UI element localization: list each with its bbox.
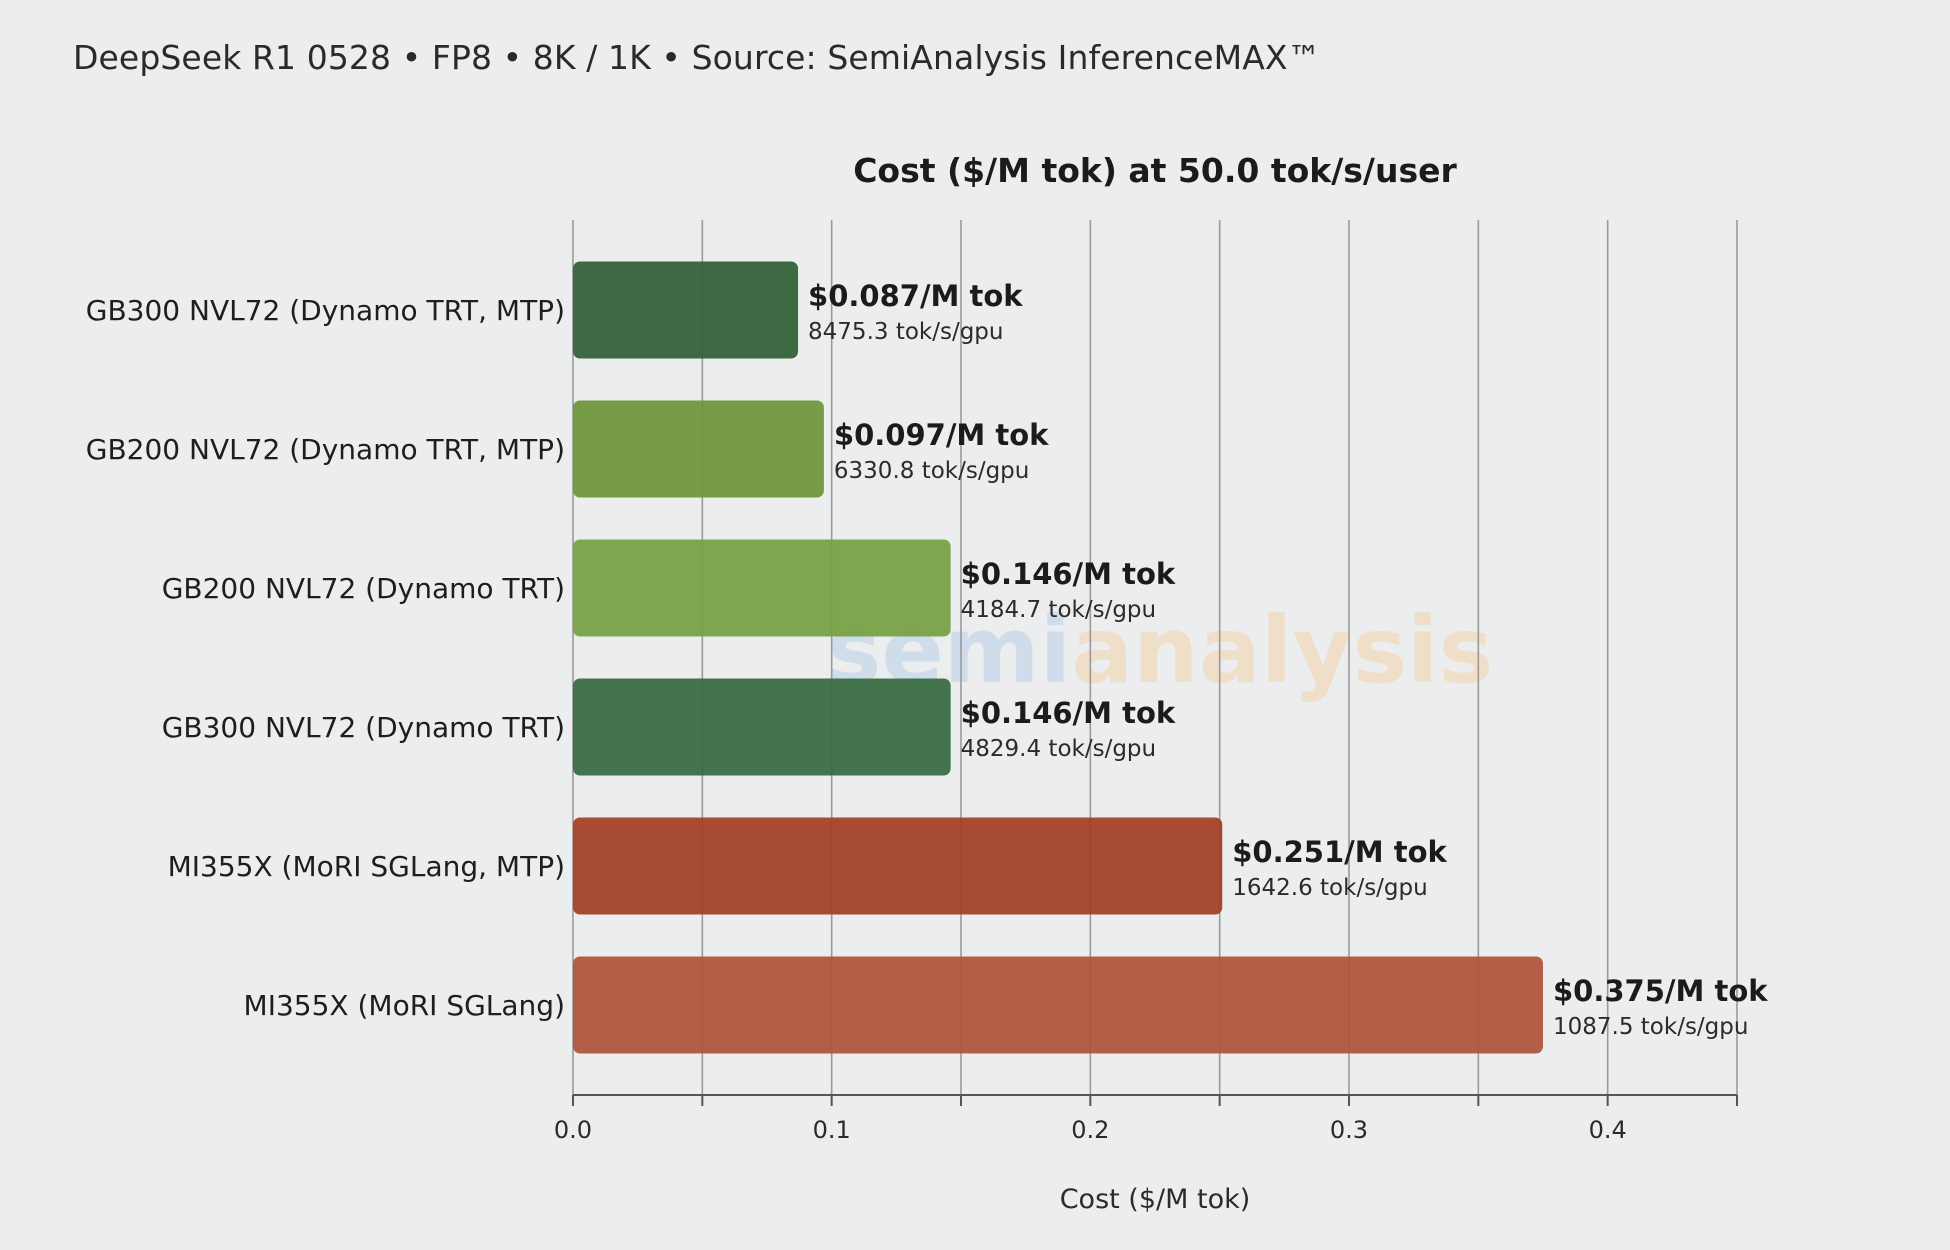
throughput-label: 4184.7 tok/s/gpu: [961, 597, 1156, 623]
bar: [573, 956, 1543, 1054]
category-label: GB300 NVL72 (Dynamo TRT, MTP): [86, 294, 565, 327]
data-label: $0.251/M tok: [1232, 835, 1447, 869]
bars-group: GB300 NVL72 (Dynamo TRT, MTP) $0.087/M to…: [86, 261, 1768, 1054]
x-axis-title: Cost ($/M tok): [1060, 1184, 1251, 1215]
tick-label: 0.4: [1589, 1116, 1627, 1144]
watermark-part2: analysis: [1071, 597, 1493, 704]
chart-title: Cost ($/M tok) at 50.0 tok/s/user: [853, 151, 1457, 190]
gridlines: [572, 220, 1738, 1095]
bar: [573, 261, 799, 359]
category-label: GB200 NVL72 (Dynamo TRT): [162, 572, 565, 605]
page-subtitle: DeepSeek R1 0528 • FP8 • 8K / 1K • Sourc…: [73, 38, 1321, 77]
tick-label: 0.2: [1071, 1116, 1109, 1144]
throughput-label: 8475.3 tok/s/gpu: [808, 319, 1003, 345]
tick-label: 0.1: [813, 1116, 851, 1144]
data-label: $0.375/M tok: [1553, 974, 1768, 1008]
throughput-label: 4829.4 tok/s/gpu: [961, 736, 1156, 762]
tick-label: 0.0: [554, 1116, 592, 1144]
throughput-label: 1087.5 tok/s/gpu: [1553, 1014, 1748, 1040]
tick-label: 0.3: [1330, 1116, 1368, 1144]
throughput-label: 6330.8 tok/s/gpu: [834, 458, 1029, 484]
data-label: $0.146/M tok: [961, 557, 1176, 591]
category-label: GB300 NVL72 (Dynamo TRT): [162, 711, 565, 744]
data-label: $0.087/M tok: [808, 279, 1023, 313]
bar: [573, 539, 951, 637]
bar: [573, 400, 824, 498]
category-label: GB200 NVL72 (Dynamo TRT, MTP): [86, 433, 565, 466]
bar: [573, 817, 1223, 915]
x-axis: 0.0 0.1 0.2 0.3 0.4: [554, 1094, 1738, 1144]
category-label: MI355X (MoRI SGLang, MTP): [168, 850, 565, 883]
bar: [573, 678, 951, 776]
data-label: $0.097/M tok: [834, 418, 1049, 452]
throughput-label: 1642.6 tok/s/gpu: [1232, 875, 1427, 901]
category-label: MI355X (MoRI SGLang): [244, 989, 565, 1022]
data-label: $0.146/M tok: [961, 696, 1176, 730]
